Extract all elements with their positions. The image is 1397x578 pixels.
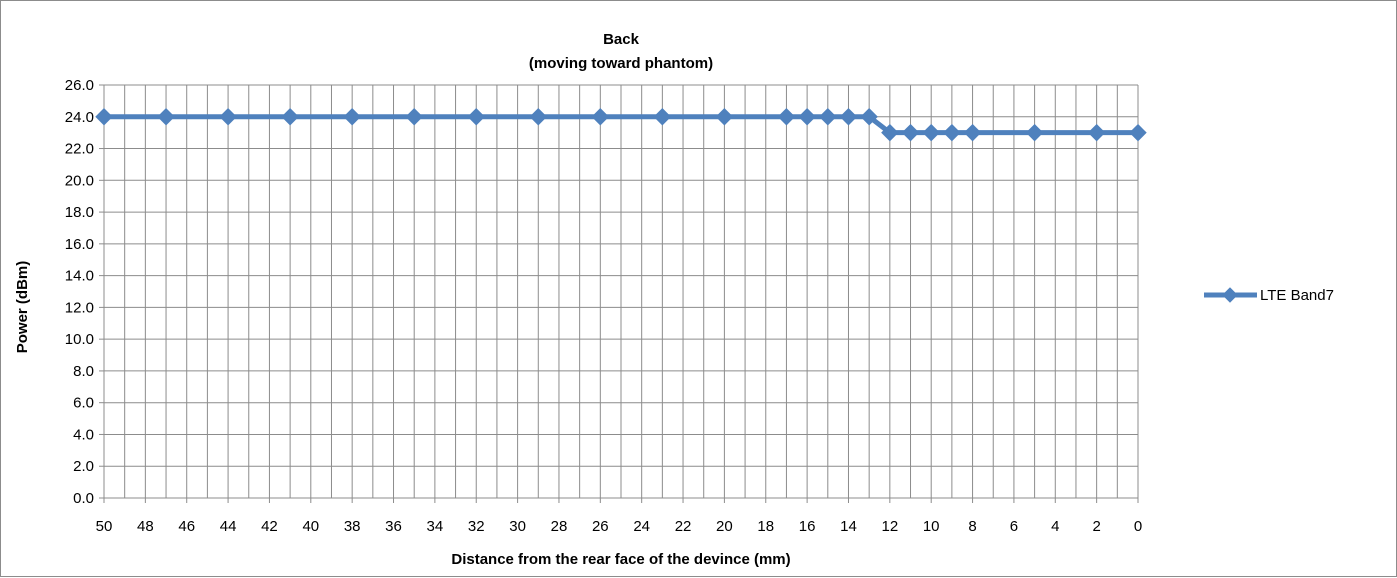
data-point xyxy=(963,123,982,142)
x-tick-label: 10 xyxy=(923,518,940,535)
y-axis-title: Power (dBm) xyxy=(14,261,31,354)
x-tick-label: 48 xyxy=(137,518,154,535)
data-point xyxy=(1025,123,1044,142)
y-tick-label: 26.0 xyxy=(65,77,94,94)
y-tick-label: 22.0 xyxy=(65,141,94,158)
x-axis-title: Distance from the rear face of the devin… xyxy=(451,551,790,568)
y-tick-label: 6.0 xyxy=(73,395,94,412)
chart-subtitle: (moving toward phantom) xyxy=(529,55,713,72)
x-tick-label: 46 xyxy=(178,518,195,535)
legend-label: LTE Band7 xyxy=(1260,287,1334,304)
data-point xyxy=(819,108,837,126)
data-point xyxy=(943,123,961,142)
x-tick-label: 2 xyxy=(1092,518,1100,535)
x-tick-label: 16 xyxy=(799,518,816,535)
legend-marker xyxy=(1222,287,1238,303)
x-tick-label: 32 xyxy=(468,518,485,535)
data-point xyxy=(1129,123,1147,142)
gridlines xyxy=(103,84,1139,498)
x-tick-label: 18 xyxy=(757,518,774,535)
chart-title: Back xyxy=(603,31,640,48)
data-point xyxy=(219,108,237,126)
data-point xyxy=(1087,123,1106,142)
y-axis-ticks: 0.0 2.0 4.0 6.0 8.0 10.0 12.0 14.0 16.0 18.0 20.0 2… xyxy=(65,77,104,507)
x-tick-label: 0 xyxy=(1134,518,1142,535)
y-tick-label: 4.0 xyxy=(73,426,94,443)
x-tick-label: 28 xyxy=(551,518,568,535)
y-tick-label: 0.0 xyxy=(73,490,94,507)
data-point xyxy=(281,108,299,126)
x-tick-label: 12 xyxy=(881,518,898,535)
data-point xyxy=(798,108,816,126)
data-point xyxy=(157,108,175,126)
legend: LTE Band7 xyxy=(1204,287,1334,304)
x-tick-label: 30 xyxy=(509,518,526,535)
data-point xyxy=(529,108,547,126)
y-tick-label: 12.0 xyxy=(65,299,94,316)
x-tick-label: 36 xyxy=(385,518,402,535)
x-tick-label: 22 xyxy=(675,518,692,535)
x-tick-label: 8 xyxy=(968,518,976,535)
y-tick-label: 2.0 xyxy=(73,458,94,475)
data-point xyxy=(860,108,878,126)
y-tick-label: 10.0 xyxy=(65,331,94,348)
x-tick-label: 40 xyxy=(302,518,319,535)
y-tick-label: 16.0 xyxy=(65,236,94,253)
data-point xyxy=(839,108,858,126)
x-tick-label: 44 xyxy=(220,518,237,535)
data-point xyxy=(881,123,899,142)
x-tick-label: 34 xyxy=(427,518,444,535)
data-point xyxy=(405,108,423,126)
data-point xyxy=(343,108,361,126)
axes xyxy=(103,85,1138,499)
x-tick-label: 26 xyxy=(592,518,609,535)
x-tick-label: 20 xyxy=(716,518,733,535)
data-point xyxy=(591,108,610,126)
y-tick-label: 14.0 xyxy=(65,268,94,285)
x-axis-ticks: 50 48 46 44 42 40 38 36 34 32 30 28 26 24 22 20 18 16 14 12… xyxy=(96,498,1142,535)
x-tick-label: 50 xyxy=(96,518,113,535)
data-point xyxy=(777,108,796,126)
y-tick-label: 20.0 xyxy=(65,172,94,189)
data-point xyxy=(901,123,920,142)
data-point xyxy=(467,108,485,126)
y-tick-label: 8.0 xyxy=(73,363,94,380)
x-tick-label: 4 xyxy=(1051,518,1059,535)
x-tick-label: 42 xyxy=(261,518,278,535)
x-tick-label: 24 xyxy=(633,518,650,535)
data-point xyxy=(922,123,940,142)
data-point xyxy=(95,108,113,126)
x-tick-label: 38 xyxy=(344,518,361,535)
x-tick-label: 6 xyxy=(1010,518,1018,535)
y-tick-label: 18.0 xyxy=(65,204,94,221)
data-point xyxy=(715,108,734,126)
x-tick-label: 14 xyxy=(840,518,857,535)
series-group xyxy=(95,108,1147,142)
data-point xyxy=(653,108,672,126)
y-tick-label: 24.0 xyxy=(65,109,94,126)
